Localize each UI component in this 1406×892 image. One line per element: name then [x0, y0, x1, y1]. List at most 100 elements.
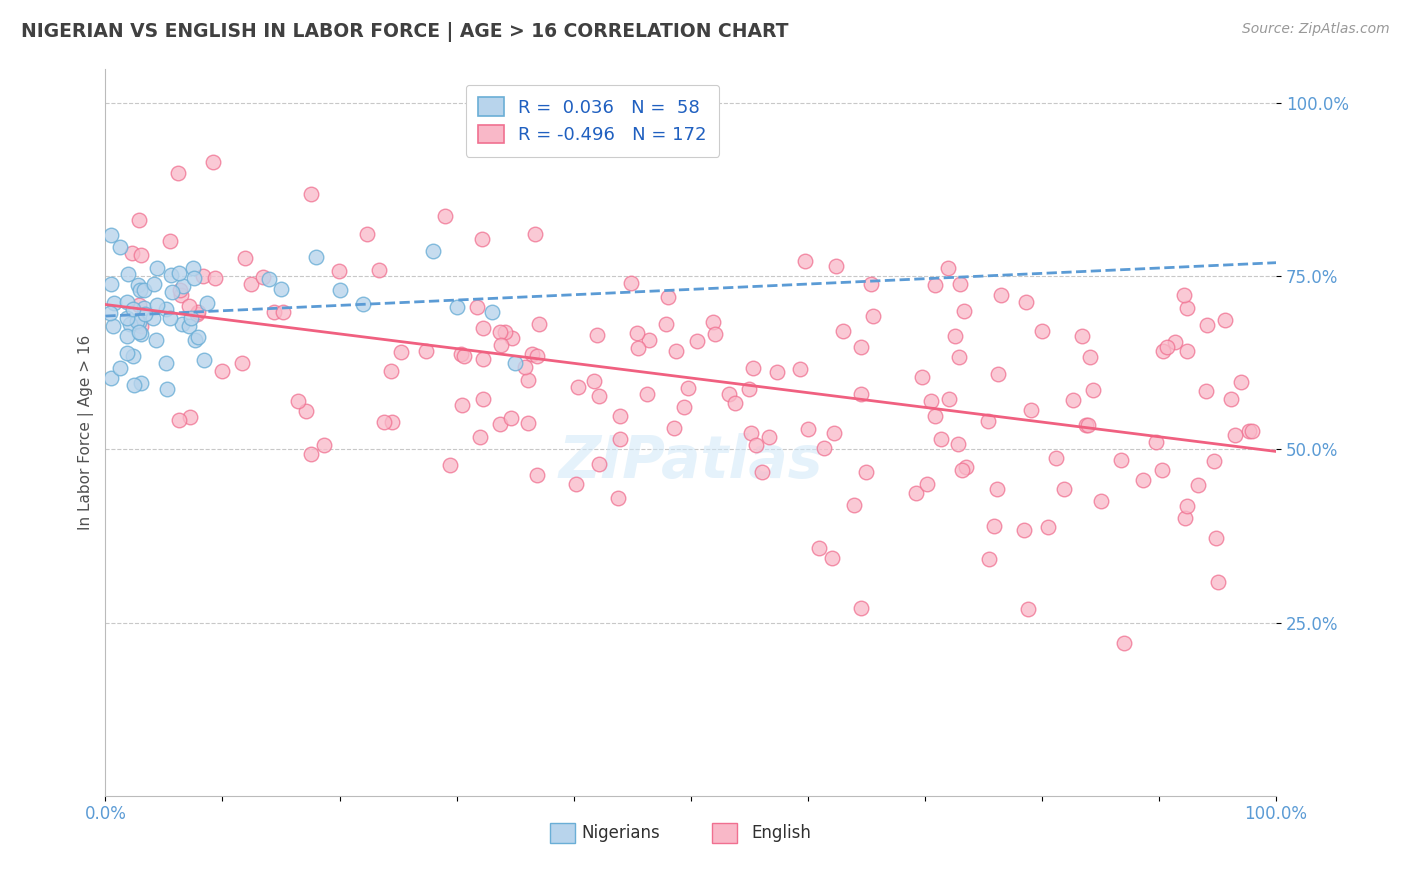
Point [813, 442, 835, 456]
Point [103, 296, 125, 310]
Point [170, 288, 193, 302]
Point [287, 393, 309, 408]
Point [1144, 434, 1167, 449]
Point [807, 541, 830, 556]
Point [920, 394, 942, 409]
Point [159, 268, 181, 282]
Point [983, 519, 1005, 533]
Point [520, 347, 543, 361]
Point [1031, 324, 1053, 338]
Point [724, 396, 747, 410]
Point [191, 268, 214, 283]
Point [567, 380, 589, 394]
Point [825, 259, 848, 273]
Point [129, 319, 152, 334]
Point [1213, 312, 1236, 326]
Point [1111, 453, 1133, 467]
Point [950, 463, 973, 477]
Point [797, 422, 820, 436]
Point [179, 409, 201, 424]
Text: ZIPatlas: ZIPatlas [558, 433, 823, 490]
Point [1070, 329, 1092, 343]
Point [527, 317, 550, 331]
Point [489, 417, 512, 432]
Point [145, 260, 167, 275]
Point [465, 300, 488, 314]
Point [167, 266, 190, 280]
Point [117, 328, 139, 343]
Point [471, 392, 494, 407]
Point [1202, 454, 1225, 468]
Point [657, 289, 679, 303]
Point [718, 387, 741, 401]
Point [100, 371, 122, 385]
Point [211, 364, 233, 378]
Point [977, 414, 1000, 428]
Text: Nigerians: Nigerians [581, 824, 659, 842]
Point [1174, 511, 1197, 525]
Point [758, 430, 780, 444]
Y-axis label: In Labor Force | Age > 16: In Labor Force | Age > 16 [79, 334, 94, 530]
Point [129, 327, 152, 342]
Point [422, 244, 444, 259]
Point [489, 338, 512, 352]
Point [128, 212, 150, 227]
Point [128, 283, 150, 297]
Point [516, 416, 538, 430]
Point [686, 334, 709, 348]
Point [503, 355, 526, 369]
Point [128, 315, 150, 329]
Point [662, 421, 685, 435]
Point [948, 350, 970, 364]
Point [929, 432, 952, 446]
Point [704, 326, 727, 341]
Point [373, 415, 395, 429]
Point [128, 325, 150, 339]
Point [936, 261, 959, 276]
Point [122, 378, 145, 392]
Point [328, 264, 350, 278]
Point [1220, 392, 1243, 406]
Point [472, 321, 495, 335]
Point [121, 246, 143, 260]
Point [1062, 393, 1084, 408]
Point [146, 297, 169, 311]
Point [305, 250, 328, 264]
Point [415, 343, 437, 358]
Point [924, 277, 946, 292]
Point [481, 304, 503, 318]
Point [240, 277, 263, 291]
Legend: R =  0.036   N =  58, R = -0.496   N = 172: R = 0.036 N = 58, R = -0.496 N = 172 [465, 85, 718, 157]
Point [156, 382, 179, 396]
Point [468, 430, 491, 444]
Point [738, 382, 761, 396]
Point [494, 325, 516, 339]
Point [389, 345, 412, 359]
Point [118, 318, 141, 332]
Point [1175, 343, 1198, 358]
Point [177, 319, 200, 334]
Point [1078, 350, 1101, 364]
Point [627, 341, 650, 355]
Point [915, 476, 938, 491]
Point [299, 187, 322, 202]
Point [1053, 482, 1076, 496]
Point [312, 438, 335, 452]
Point [1177, 301, 1199, 315]
Point [1112, 636, 1135, 650]
Point [367, 263, 389, 277]
Point [588, 389, 610, 403]
Point [471, 232, 494, 246]
Point [453, 350, 475, 364]
Point [166, 166, 188, 180]
Point [1195, 318, 1218, 332]
Point [183, 271, 205, 285]
Point [823, 426, 845, 441]
Point [1230, 376, 1253, 390]
Point [859, 277, 882, 291]
Point [179, 299, 201, 313]
Point [1090, 493, 1112, 508]
Point [451, 398, 474, 412]
Point [169, 284, 191, 298]
Point [446, 300, 468, 314]
